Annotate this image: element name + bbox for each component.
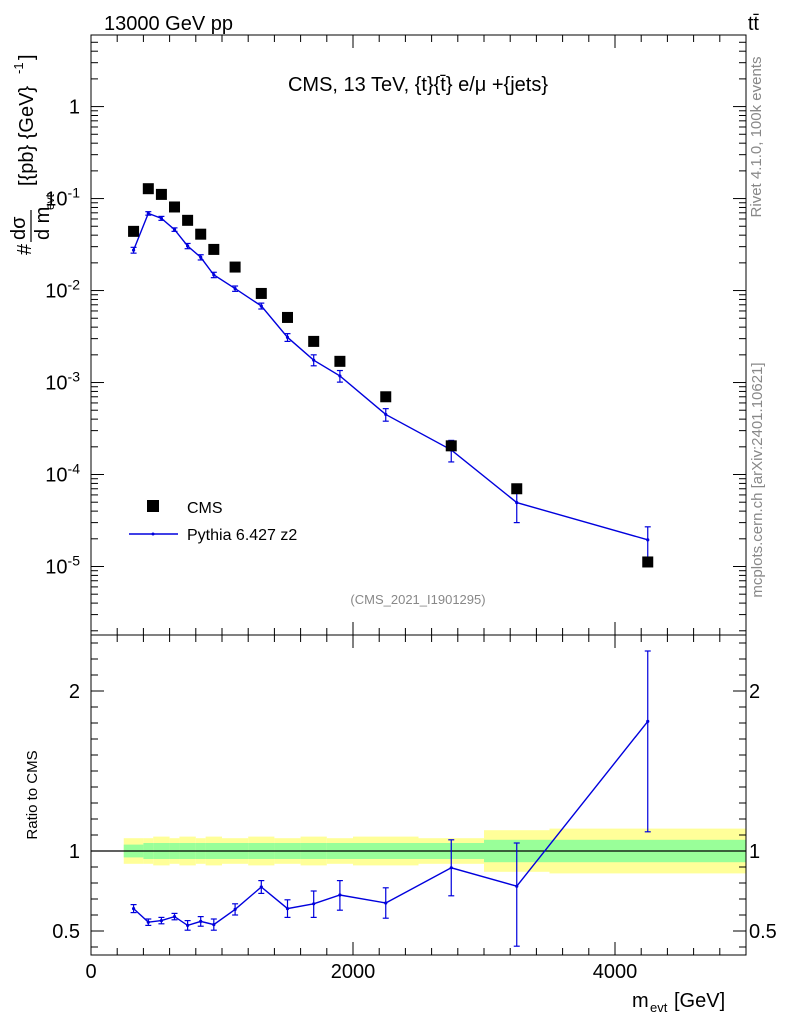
- ratio-point: [159, 919, 164, 923]
- ratio-axis-ticks: [90, 635, 747, 955]
- x-tick-label: 4000: [593, 961, 638, 983]
- pythia-point: [233, 286, 237, 291]
- pythia-point: [146, 211, 150, 215]
- ratio-y-tick-label-left: 2: [69, 681, 80, 703]
- ratio-y-axis-label: Ratio to CMS: [24, 750, 41, 839]
- pythia-point: [384, 412, 388, 417]
- ratio-y-tick-label-right: 2: [749, 681, 760, 703]
- legend-cms-marker: [147, 500, 159, 512]
- cms-data-point: [128, 225, 140, 237]
- ratio-plot-frame: [90, 634, 747, 956]
- ratio-y-tick-label-left: 1: [69, 841, 80, 863]
- cms-data-point: [142, 183, 154, 195]
- ratio-y-tick-label-right: 0.5: [749, 921, 777, 943]
- x-tick-label: 0: [85, 961, 96, 983]
- cms-data-point: [195, 228, 207, 240]
- pythia-point: [131, 248, 136, 252]
- ratio-point: [259, 885, 263, 889]
- cms-data-point: [155, 188, 167, 200]
- pythia-point: [312, 358, 316, 362]
- process-label: tt̄: [748, 13, 760, 35]
- pythia-point: [646, 538, 650, 542]
- x-label-subscript: evt: [650, 1000, 668, 1015]
- cms-data-point: [169, 201, 181, 213]
- ratio-point: [131, 907, 136, 911]
- cms-data-point: [182, 214, 194, 226]
- pythia-point: [285, 335, 290, 339]
- ratio-point: [212, 923, 216, 927]
- main-series-layer: [128, 183, 654, 568]
- main-y-tick-label: 1: [69, 97, 80, 119]
- ratio-point: [384, 901, 388, 905]
- pythia-point: [159, 216, 164, 220]
- pythia-point: [172, 227, 177, 232]
- y-label-hash: #: [14, 243, 36, 255]
- pythia-point: [212, 273, 216, 277]
- ratio-point: [285, 907, 290, 911]
- main-axis-ticks: [90, 34, 747, 635]
- ratio-point: [646, 719, 650, 724]
- analysis-watermark: (CMS_2021_I1901295): [350, 592, 485, 607]
- ratio-point: [186, 923, 190, 928]
- ratio-point: [146, 920, 150, 924]
- y-label-exponent: -1: [11, 62, 26, 74]
- pythia-point: [186, 244, 190, 248]
- ratio-point: [172, 915, 177, 919]
- main-y-tick-labels: 10-510-410-310-210-11: [45, 97, 80, 579]
- y-label-close-bracket: ]: [16, 54, 38, 60]
- ratio-y-tick-label-right: 1: [749, 841, 760, 863]
- pythia-series-line: [132, 212, 648, 541]
- main-y-tick-label: 10-4: [45, 461, 80, 487]
- cms-data-point: [308, 335, 320, 347]
- y-label-denominator: d m: [32, 207, 54, 240]
- pythia-point: [199, 255, 203, 259]
- ratio-uncertainty-bands: [91, 828, 746, 874]
- main-y-tick-label: 10-2: [45, 277, 80, 303]
- legend-pythia-marker: [151, 532, 155, 536]
- ratio-series-layer: [130, 650, 651, 947]
- cms-data-point: [229, 261, 241, 273]
- y-label-subscript: evt: [43, 193, 57, 210]
- y-label-numerator: dσ: [8, 216, 30, 240]
- main-plot-panel: 10-510-410-310-210-11 CMS, 13 TeV, {t}{t…: [8, 34, 747, 636]
- ratio-point: [515, 884, 519, 888]
- cms-data-point: [255, 287, 267, 299]
- pythia-point: [259, 304, 263, 308]
- legend: CMS Pythia 6.427 z2: [129, 500, 297, 544]
- x-axis-label: m evt [GeV]: [632, 990, 725, 1015]
- ratio-series-line: [133, 720, 649, 927]
- cms-data-point: [334, 355, 346, 367]
- cms-data-point: [642, 556, 654, 568]
- main-y-tick-label: 10-3: [45, 369, 80, 395]
- ratio-y-tick-label-left: 0.5: [52, 921, 80, 943]
- ratio-y-tick-labels: 0.5 0.5 1 1 2 2: [52, 681, 777, 943]
- ratio-point: [338, 893, 342, 897]
- energy-label: 13000 GeV pp: [104, 13, 233, 35]
- main-y-tick-label: 10-5: [45, 552, 80, 578]
- chart-title: CMS, 13 TeV, {t}{t̄} e/μ +{jets}: [288, 74, 548, 96]
- pythia-point: [515, 501, 519, 505]
- ratio-point: [312, 902, 316, 906]
- cms-data-point: [208, 243, 220, 255]
- x-tick-labels: 0 2000 4000: [85, 961, 637, 983]
- cms-data-point: [445, 440, 457, 452]
- source-label: mcplots.cern.ch [arXiv:2401.10621]: [749, 362, 766, 597]
- rivet-version-label: Rivet 4.1.0, 100k events: [748, 57, 765, 218]
- legend-pythia-label: Pythia 6.427 z2: [187, 527, 297, 544]
- x-label-m: m: [632, 990, 649, 1012]
- x-label-units: [GeV]: [674, 990, 725, 1012]
- main-y-axis-label: # dσ d m evt [{pb} {GeV} -1 ]: [8, 54, 57, 255]
- ratio-point: [233, 907, 237, 912]
- y-label-units: [{pb} {GeV}: [16, 86, 38, 186]
- ratio-point: [199, 919, 203, 924]
- cms-data-point: [282, 311, 293, 323]
- cms-data-point: [511, 483, 523, 495]
- cms-data-point: [380, 391, 392, 403]
- legend-cms-label: CMS: [187, 500, 223, 517]
- pythia-point: [338, 374, 342, 378]
- ratio-point: [449, 866, 453, 870]
- ratio-plot-panel: 0.5 0.5 1 1 2 2 0 2000 4000 Ratio to CMS m evt …: [24, 634, 777, 1015]
- x-tick-label: 2000: [331, 961, 376, 983]
